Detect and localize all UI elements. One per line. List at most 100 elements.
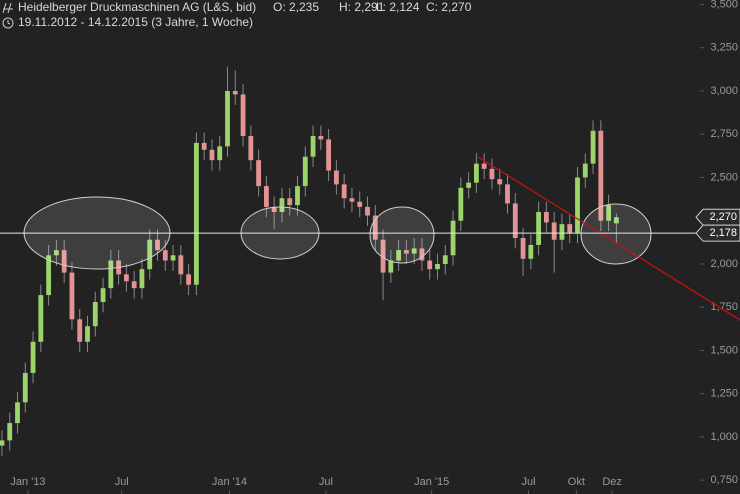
ohlc-close: C: 2,270 xyxy=(426,0,472,14)
candle-body xyxy=(435,263,440,270)
candle-body xyxy=(489,168,495,180)
candle-body xyxy=(481,163,487,169)
y-tick-label: 1,750 xyxy=(710,301,738,313)
candle-body xyxy=(217,146,223,161)
candle-body xyxy=(365,206,370,216)
header: Heidelberger Druckmaschinen AG (L&S, bid… xyxy=(2,0,472,29)
candle-body xyxy=(131,281,137,289)
candle-body xyxy=(442,255,448,264)
candle-body xyxy=(403,250,409,254)
candle-body xyxy=(543,212,549,223)
candle-body xyxy=(528,244,534,259)
trend-line xyxy=(477,156,740,321)
candle-body xyxy=(240,94,246,136)
candle-body xyxy=(61,250,67,273)
candle-body xyxy=(201,142,207,150)
candle-body xyxy=(388,260,394,273)
candle-body xyxy=(567,224,573,233)
candle-body xyxy=(15,402,20,424)
candle-body xyxy=(411,248,417,254)
x-tick-label: Jan '14 xyxy=(212,476,247,488)
candle-body xyxy=(85,326,90,342)
candle-body xyxy=(30,341,36,373)
chart-title: Heidelberger Druckmaschinen AG (L&S, bid… xyxy=(18,0,256,14)
candle-body xyxy=(396,250,402,261)
candle-body xyxy=(77,319,83,342)
candle-body xyxy=(279,198,285,213)
candle-body xyxy=(505,184,510,204)
icon xyxy=(2,17,14,29)
y-tick-label: 1,500 xyxy=(710,344,738,356)
candle-body xyxy=(100,288,106,303)
candle-body xyxy=(606,205,612,221)
candle-body xyxy=(341,184,347,199)
candle-body xyxy=(559,224,565,240)
candle-body xyxy=(520,238,526,259)
candle-body xyxy=(497,179,503,185)
candle-body xyxy=(295,186,300,206)
ohlc-low: L: 2,124 xyxy=(376,0,420,14)
candle-body xyxy=(427,260,433,270)
price-badge xyxy=(695,224,740,242)
x-tick-label: Dez xyxy=(602,476,622,488)
candle-body xyxy=(92,302,98,327)
candle-body xyxy=(178,255,184,275)
candle-body xyxy=(256,160,262,187)
y-tick-label: 3,250 xyxy=(710,42,738,54)
icon xyxy=(2,2,13,14)
candle-body xyxy=(38,295,44,342)
y-tick-label: 1,000 xyxy=(710,431,738,443)
y-tick-label: 2,500 xyxy=(710,171,738,183)
candle-body xyxy=(372,215,378,240)
candle-body xyxy=(46,255,52,296)
candle-body xyxy=(419,248,425,261)
x-tick-label: Jul xyxy=(319,476,333,488)
candle-body xyxy=(582,163,588,178)
y-tick-label: 2,750 xyxy=(710,128,738,140)
candle-body xyxy=(310,135,316,157)
x-tick-label: Jan '13 xyxy=(10,476,45,488)
candle-body xyxy=(536,212,542,245)
candle-body xyxy=(7,423,13,441)
candle-body xyxy=(458,187,464,221)
price-badge xyxy=(695,208,740,226)
candle-body xyxy=(123,274,129,282)
candle-body xyxy=(333,170,339,185)
candle-body xyxy=(263,186,269,207)
candle-body xyxy=(108,260,114,289)
candle-body xyxy=(232,90,238,95)
candle-body xyxy=(186,274,192,285)
icon xyxy=(7,20,11,25)
candle-body xyxy=(349,198,355,202)
candle-body xyxy=(0,440,5,446)
ohlc-open: O: 2,235 xyxy=(273,0,319,14)
candle-body xyxy=(590,130,596,164)
candle-body xyxy=(551,222,557,240)
candle-body xyxy=(147,239,153,270)
x-tick-label: Jan '15 xyxy=(414,476,449,488)
candle-body xyxy=(170,255,176,261)
candle-body xyxy=(248,135,254,161)
date-range: 19.11.2012 - 14.12.2015 (3 Jahre, 1 Woch… xyxy=(18,15,253,29)
highlight-ellipse xyxy=(369,206,435,264)
y-tick-label: 0,750 xyxy=(710,474,738,486)
candle-body xyxy=(155,239,160,251)
candle-body xyxy=(318,135,324,140)
candle-body xyxy=(466,182,472,188)
y-tick-label: 1,250 xyxy=(710,388,738,400)
candle-body xyxy=(613,217,619,224)
x-tick-label: Jul xyxy=(521,476,535,488)
highlight-ellipse xyxy=(580,203,652,265)
y-tick-label: 3,500 xyxy=(710,0,738,10)
candle-body xyxy=(271,206,277,213)
ohlc-high: H: 2,291 xyxy=(339,0,385,14)
candle-body xyxy=(357,201,363,207)
candle-body xyxy=(69,272,75,320)
price-badge-label: 2,270 xyxy=(709,211,737,223)
x-tick-label: Okt xyxy=(568,476,585,488)
candle-body xyxy=(193,142,199,285)
candle-body xyxy=(575,177,580,233)
price-badge-label: 2,178 xyxy=(709,227,737,239)
